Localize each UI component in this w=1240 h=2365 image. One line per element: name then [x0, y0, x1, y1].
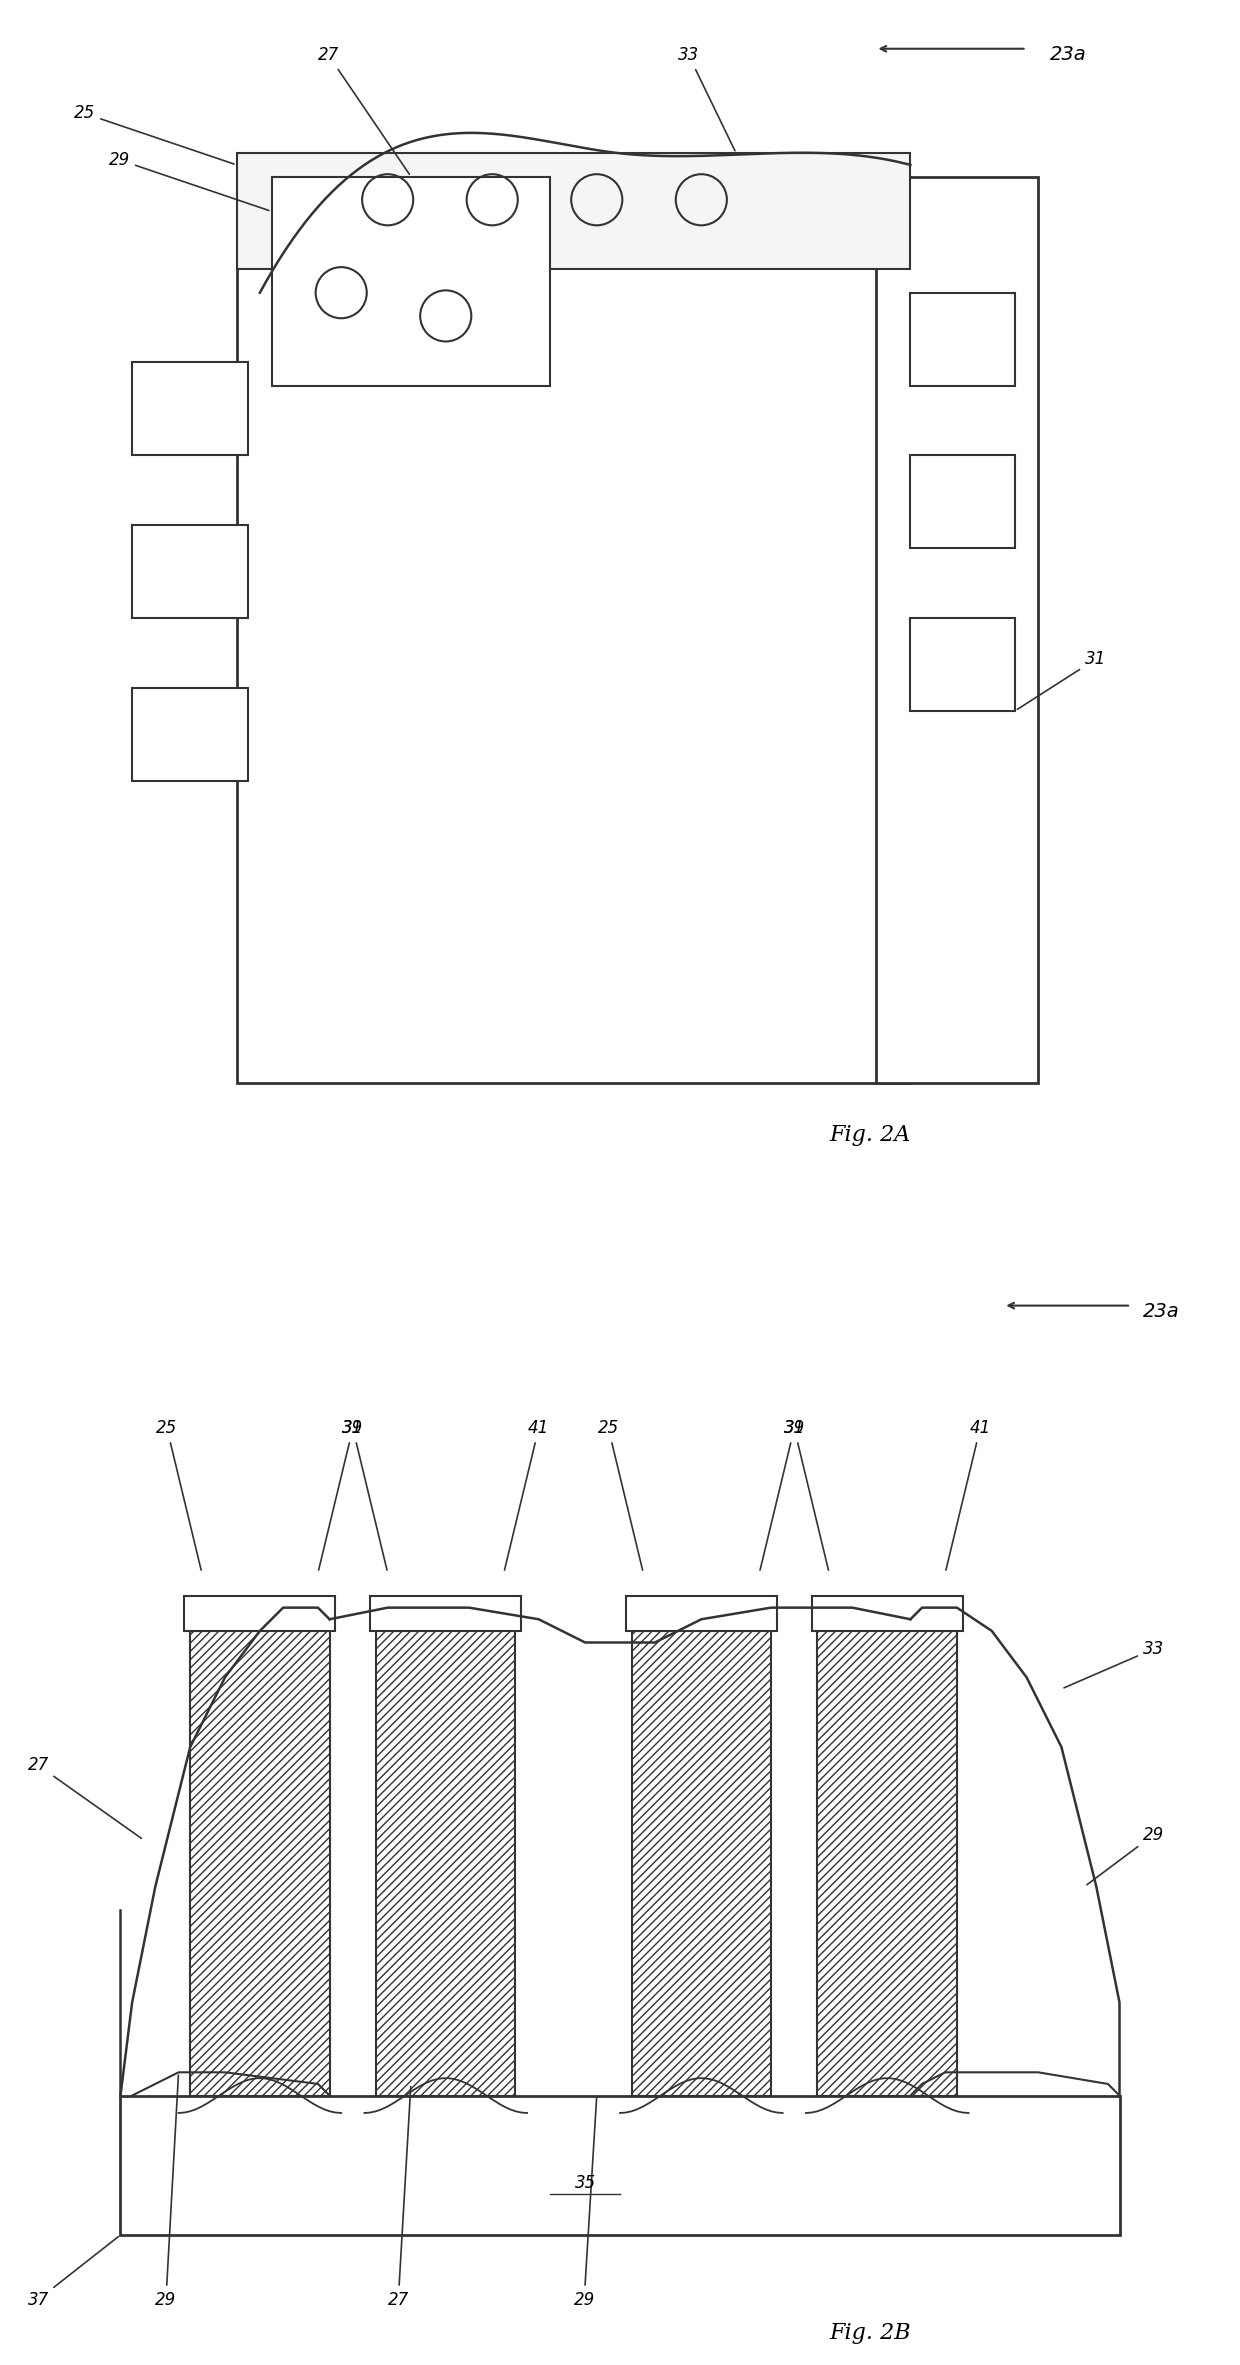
Text: 41: 41	[505, 1419, 549, 1570]
FancyBboxPatch shape	[185, 1596, 335, 1632]
FancyBboxPatch shape	[626, 1596, 776, 1632]
Text: 27: 27	[317, 47, 409, 175]
FancyBboxPatch shape	[120, 2095, 1120, 2235]
FancyBboxPatch shape	[133, 688, 248, 780]
Bar	[190, 1632, 330, 2095]
Text: 39: 39	[319, 1419, 363, 1570]
Bar	[376, 1632, 516, 2095]
Text: 39: 39	[760, 1419, 805, 1570]
Bar	[817, 1632, 957, 2095]
Text: 37: 37	[27, 2237, 118, 2308]
FancyBboxPatch shape	[133, 362, 248, 456]
Text: 31: 31	[1017, 650, 1106, 709]
FancyBboxPatch shape	[812, 1596, 962, 1632]
FancyBboxPatch shape	[272, 177, 551, 385]
Text: 23a: 23a	[1143, 1303, 1179, 1322]
Text: 41: 41	[946, 1419, 991, 1570]
Text: 25: 25	[74, 104, 234, 163]
Text: Fig. 2B: Fig. 2B	[830, 2322, 910, 2344]
FancyBboxPatch shape	[133, 525, 248, 617]
FancyBboxPatch shape	[237, 177, 910, 1083]
Text: 25: 25	[598, 1419, 642, 1570]
Text: 25: 25	[156, 1419, 201, 1570]
Text: 35: 35	[574, 2173, 595, 2192]
FancyBboxPatch shape	[237, 154, 910, 270]
FancyBboxPatch shape	[371, 1596, 521, 1632]
Text: 31: 31	[342, 1419, 387, 1570]
Text: 23a: 23a	[1050, 45, 1086, 64]
Text: 29: 29	[109, 151, 269, 210]
FancyBboxPatch shape	[875, 177, 1038, 1083]
Text: Fig. 2A: Fig. 2A	[830, 1123, 910, 1145]
Text: 27: 27	[27, 1757, 141, 1838]
Bar	[631, 1632, 771, 2095]
Text: 29: 29	[1087, 1826, 1164, 1885]
Text: 29: 29	[574, 2098, 596, 2308]
Text: 33: 33	[1064, 1639, 1164, 1689]
Text: 29: 29	[155, 2074, 179, 2308]
FancyBboxPatch shape	[910, 293, 1016, 385]
Text: 27: 27	[388, 2086, 410, 2308]
Text: 33: 33	[678, 47, 735, 151]
FancyBboxPatch shape	[910, 456, 1016, 549]
FancyBboxPatch shape	[910, 617, 1016, 712]
Text: 31: 31	[784, 1419, 828, 1570]
